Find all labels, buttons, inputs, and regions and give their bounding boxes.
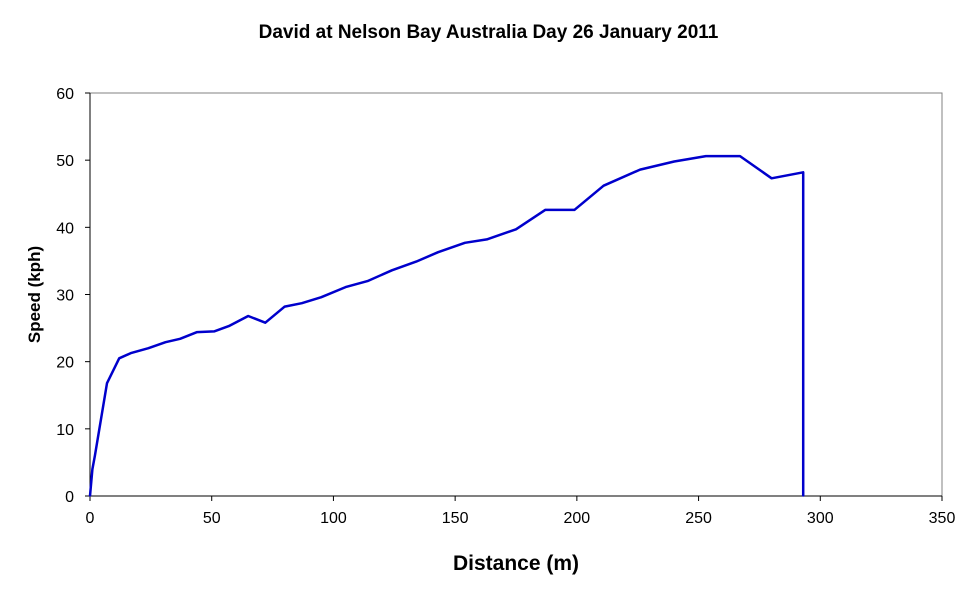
x-tick-label: 150	[442, 510, 469, 527]
data-point	[179, 338, 181, 340]
x-tick-label: 50	[203, 510, 221, 527]
data-point	[770, 177, 773, 180]
x-tick-label: 200	[564, 510, 591, 527]
y-tick-label: 50	[56, 153, 74, 170]
y-tick-label: 40	[56, 220, 74, 237]
data-point	[89, 495, 91, 497]
data-point	[320, 296, 323, 298]
data-point	[602, 184, 605, 187]
y-tick-label: 30	[56, 288, 74, 305]
data-point	[344, 286, 347, 288]
data-point	[106, 382, 108, 384]
data-point	[366, 280, 369, 282]
data-point	[573, 209, 576, 211]
data-point	[164, 341, 167, 343]
y-tick-label: 20	[56, 355, 74, 372]
data-point	[391, 269, 393, 272]
data-point	[802, 171, 805, 174]
data-point	[464, 241, 466, 244]
data-point	[196, 331, 198, 333]
y-tick-label: 0	[65, 489, 74, 506]
y-tick-label: 60	[56, 86, 74, 103]
data-point	[300, 302, 303, 305]
series-layer	[88, 154, 805, 497]
data-point	[130, 352, 133, 354]
x-tick-label: 0	[86, 510, 95, 527]
data-point	[802, 495, 805, 497]
data-point	[673, 160, 676, 163]
data-point	[264, 321, 267, 324]
y-tick-label: 10	[56, 422, 74, 439]
data-point	[94, 454, 96, 457]
y-axis-ticks: 0 10 20 30 40 50 60	[56, 86, 90, 506]
data-point	[639, 168, 641, 171]
y-axis-label: Speed (kph)	[25, 246, 44, 343]
data-point	[544, 209, 547, 211]
data-point	[437, 251, 439, 253]
data-point	[227, 325, 230, 327]
data-point	[515, 228, 517, 231]
x-tick-label: 300	[807, 510, 834, 527]
series-line-speed	[88, 154, 805, 497]
x-axis-label: Distance (m)	[453, 552, 579, 575]
data-point	[705, 155, 707, 157]
data-point	[213, 330, 215, 333]
data-point	[118, 357, 121, 360]
data-point	[91, 468, 94, 470]
data-point	[485, 238, 488, 241]
data-point	[147, 347, 150, 350]
data-point	[739, 155, 741, 157]
chart-title: David at Nelson Bay Australia Day 26 Jan…	[258, 22, 719, 43]
x-axis-ticks: 0 50 100 150 200 250 300 350	[86, 496, 956, 527]
x-tick-label: 350	[929, 510, 956, 527]
x-tick-label: 250	[685, 510, 712, 527]
data-point	[283, 305, 286, 308]
data-point	[415, 260, 417, 263]
data-point	[247, 315, 250, 317]
plot-area	[89, 92, 943, 497]
x-tick-label: 100	[320, 510, 347, 527]
